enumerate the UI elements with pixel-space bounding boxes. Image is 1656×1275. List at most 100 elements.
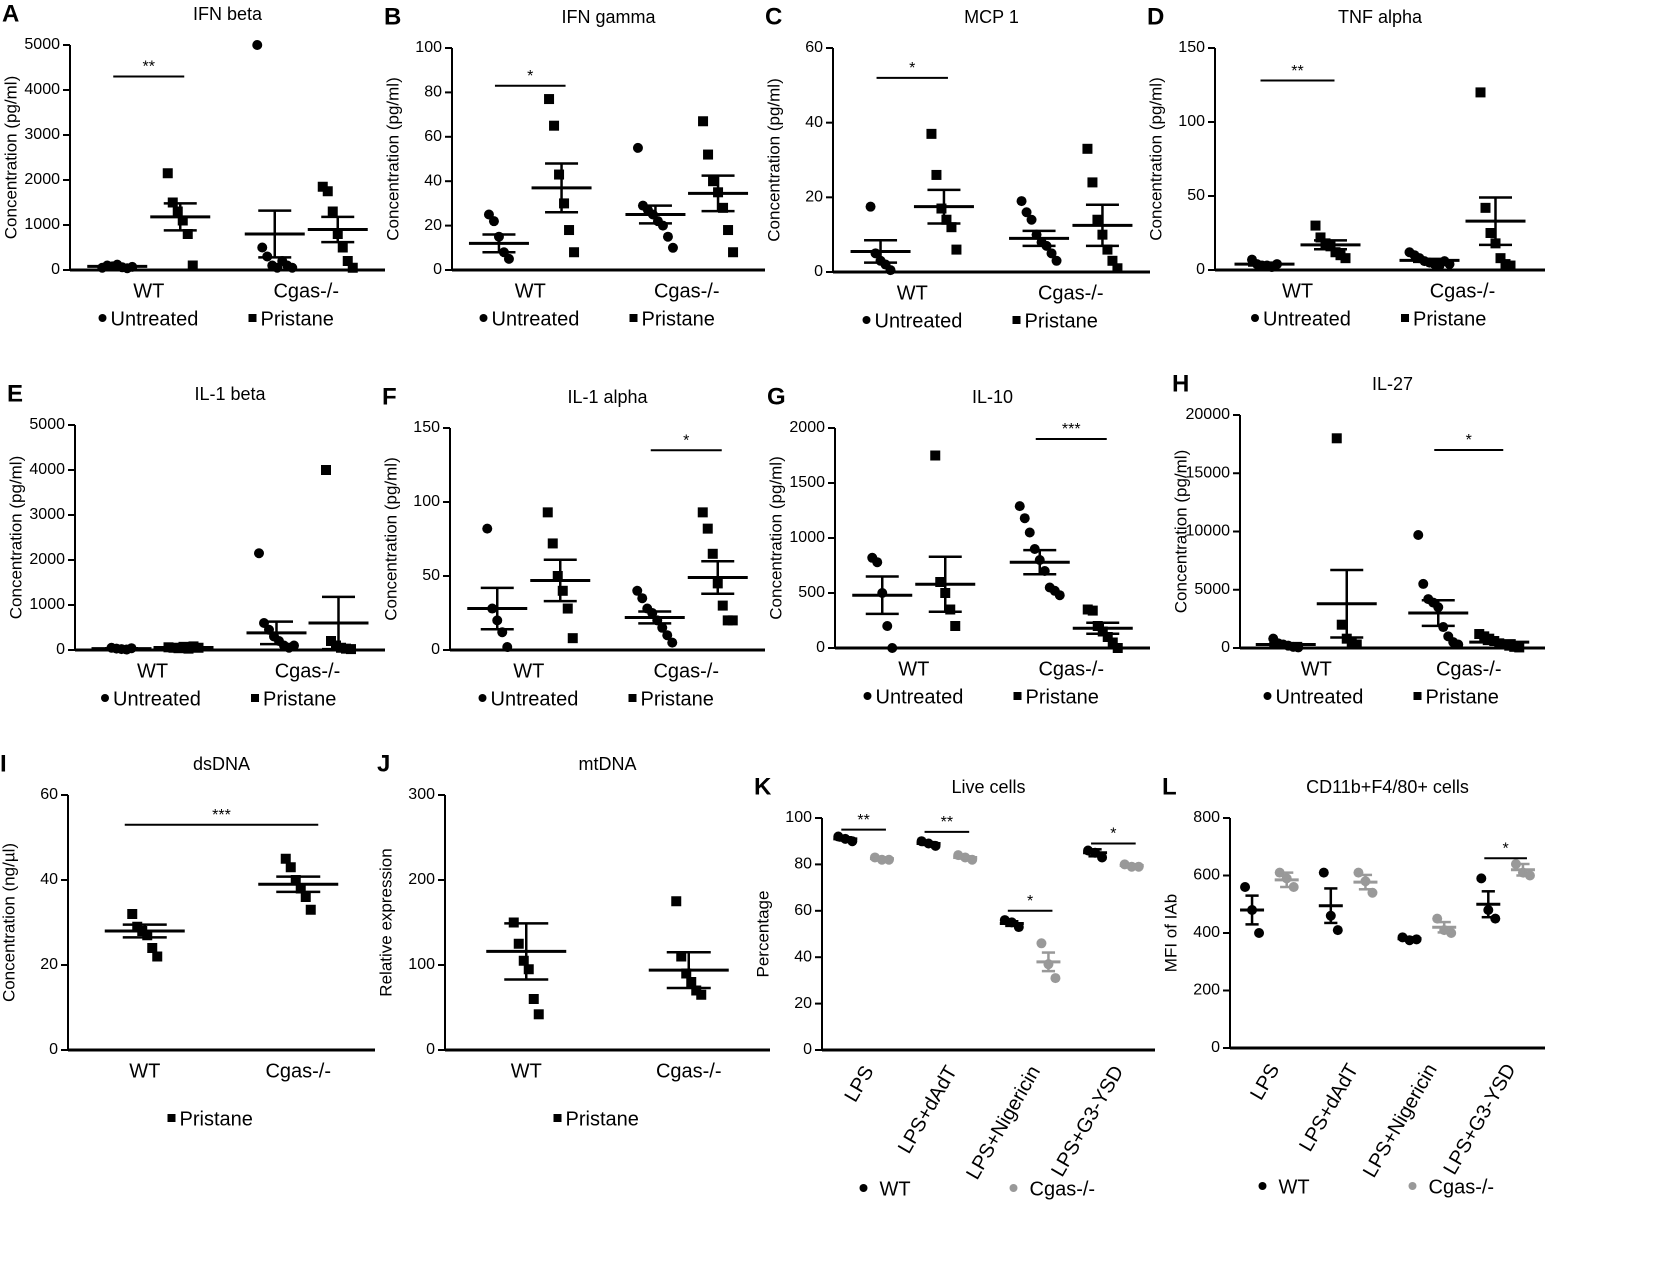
x-tick-label: WT [137,660,168,682]
point [686,977,697,987]
significance-label: ** [941,814,953,831]
y-tick-label: 5000 [29,416,65,433]
y-tick-label: 5000 [1194,581,1230,598]
point [1087,177,1098,188]
y-tick-label: 50 [1187,187,1205,204]
y-tick-label: 40 [805,114,823,131]
y-tick-label: 100 [785,809,812,826]
x-tick-label: LPS+dAdT [1295,1060,1363,1155]
point [559,198,570,209]
point [280,853,291,864]
point [533,1009,544,1020]
legend-label: Pristane [180,1108,253,1130]
point [1351,639,1362,650]
y-tick-label: 100 [1178,113,1205,130]
point [930,450,941,461]
significance-label: ** [143,59,155,76]
y-axis-label: Concentration (pg/ml) [1146,77,1165,240]
point [290,875,301,885]
point [872,557,883,568]
point [1480,202,1491,213]
y-tick-label: 5000 [24,36,60,53]
y-axis-label: Concentration (pg/ml) [766,456,785,619]
y-tick-label: 100 [413,493,440,510]
y-tick-label: 0 [1211,1039,1220,1056]
y-tick-label: 0 [49,1041,58,1058]
y-axis-label: Concentration (pg/ml) [1171,450,1190,613]
legend-marker [478,694,487,702]
point [549,120,560,131]
point [1485,228,1496,238]
legend-label: Untreated [113,688,201,710]
y-tick-label: 50 [422,567,440,584]
legend-marker [479,314,488,322]
point [931,169,942,180]
y-tick-label: 10000 [1186,523,1231,540]
y-tick-label: 1000 [789,529,825,546]
legend-label: Untreated [111,308,199,330]
y-tick-label: 0 [433,261,442,278]
x-tick-label: WT [515,280,546,302]
point [941,214,952,225]
legend-marker [628,694,637,702]
legend-label: Pristane [642,308,715,330]
panel-letter: K [754,773,772,800]
legend-marker [863,692,872,700]
chart-title: IL-1 beta [194,384,266,404]
y-tick-label: 1500 [789,474,825,491]
point [632,142,643,153]
legend-marker [1258,1182,1267,1190]
y-axis-label: Concentration (pg/ml) [764,78,783,241]
legend-marker [1408,1182,1417,1190]
point [1240,882,1251,892]
x-tick-label: Cgas-/- [656,1060,722,1082]
significance-label: *** [1062,421,1081,438]
legend-marker [859,1184,868,1192]
legend-label: Pristane [566,1108,639,1130]
y-tick-label: 40 [794,948,812,965]
point [542,507,553,518]
y-tick-label: 1000 [24,216,60,233]
point [1097,852,1108,863]
x-tick-label: Cgas-/- [653,660,719,682]
point [1102,244,1113,255]
chart-title: Live cells [951,777,1025,797]
point [1490,913,1501,924]
y-tick-label: 0 [1196,261,1205,278]
point [1016,196,1027,207]
x-tick-label: WT [1301,658,1332,680]
point [702,523,713,534]
y-tick-label: 3000 [29,506,65,523]
y-tick-label: 400 [1193,924,1220,941]
legend-marker [862,316,871,324]
point [637,593,648,604]
point [728,247,739,258]
point [1453,639,1464,650]
point [177,215,188,226]
y-axis-label: Percentage [753,891,772,978]
point [285,862,296,873]
legend-marker [629,314,638,322]
y-tick-label: 2000 [29,551,65,568]
significance-label: * [527,68,533,85]
chart-title: dsDNA [193,754,250,774]
y-tick-label: 800 [1193,809,1220,826]
y-tick-label: 2000 [789,419,825,436]
point [1524,870,1535,881]
legend-label: WT [880,1178,911,1200]
point [936,203,947,214]
point [723,225,734,236]
point [1092,214,1103,225]
y-tick-label: 600 [1193,867,1220,884]
point [1418,578,1429,589]
significance-label: * [683,432,689,449]
point [1331,433,1342,444]
y-tick-label: 80 [424,84,442,101]
point [518,955,529,966]
point [1051,255,1062,266]
legend-label: Pristane [261,308,334,330]
point [1254,928,1265,938]
y-tick-label: 150 [413,419,440,436]
point [1021,207,1032,218]
x-tick-label: LPS+G3-YSD [1047,1062,1128,1180]
